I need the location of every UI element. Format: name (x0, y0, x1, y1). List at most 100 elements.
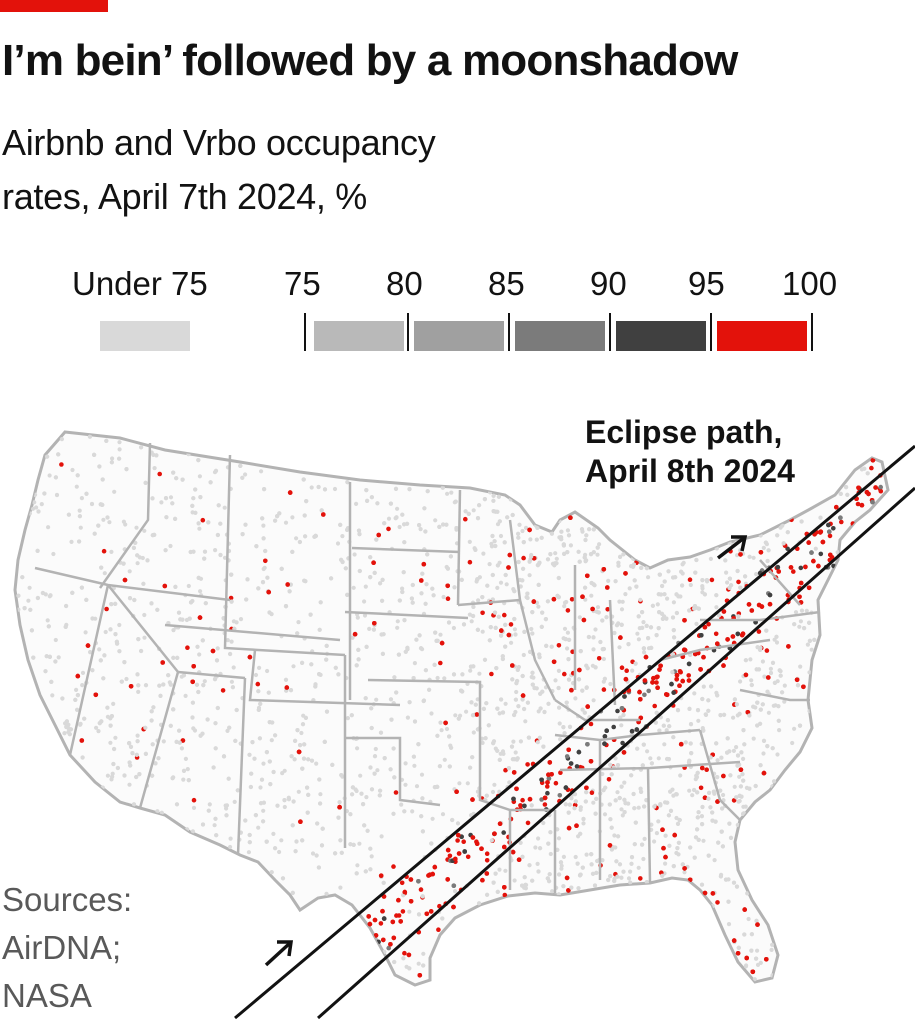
listing-dot (518, 803, 523, 808)
listing-dot (636, 805, 641, 810)
listing-dot (418, 527, 423, 532)
listing-dot (658, 663, 663, 669)
listing-dot (104, 438, 109, 443)
listing-dot (828, 552, 833, 558)
listing-dot (425, 552, 430, 557)
listing-dot (738, 679, 743, 684)
listing-dot (105, 773, 110, 778)
listing-dot (520, 693, 526, 698)
listing-dot (702, 592, 708, 597)
listing-dot (676, 840, 682, 845)
listing-dot (489, 838, 494, 843)
listing-dot (768, 666, 774, 671)
listing-dot (511, 796, 516, 802)
listing-dot (292, 757, 297, 762)
listing-dot (107, 520, 112, 525)
listing-dot (864, 489, 870, 495)
listing-dot (185, 645, 190, 650)
listing-dot (104, 606, 109, 612)
listing-dot (191, 797, 197, 803)
listing-dot (318, 801, 323, 806)
listing-dot (497, 789, 502, 794)
listing-dot (551, 659, 557, 665)
listing-dot (117, 440, 122, 445)
listing-dot (531, 599, 537, 604)
listing-dot (622, 780, 627, 785)
listing-dot (513, 632, 518, 637)
listing-dot (580, 688, 585, 693)
listing-dot (548, 830, 553, 835)
listing-dot (732, 784, 737, 789)
listing-dot (181, 768, 187, 774)
listing-dot (680, 562, 685, 567)
listing-dot (545, 557, 551, 562)
listing-dot (294, 536, 299, 541)
listing-dot (583, 537, 588, 543)
listing-dot (606, 877, 611, 883)
listing-dot (376, 532, 382, 538)
listing-dot (461, 839, 467, 844)
listing-dot (513, 697, 519, 702)
listing-dot (273, 846, 278, 851)
listing-dot (97, 647, 102, 652)
listing-dot (396, 652, 401, 657)
listing-dot (421, 561, 427, 567)
listing-dot (512, 616, 517, 622)
listing-dot (816, 563, 821, 569)
listing-dot (719, 755, 724, 760)
listing-dot (537, 652, 542, 657)
listing-dot (151, 705, 156, 710)
listing-dot (267, 720, 272, 725)
listing-dot (451, 904, 456, 910)
listing-dot (545, 790, 550, 796)
listing-dot (96, 729, 101, 734)
listing-dot (92, 531, 97, 536)
listing-dot (170, 501, 175, 506)
listing-dot (394, 515, 399, 520)
listing-dot (44, 654, 49, 659)
listing-dot (468, 765, 473, 770)
listing-dot (567, 802, 572, 807)
listing-dot (715, 641, 720, 646)
listing-dot (489, 544, 495, 549)
listing-dot (558, 770, 563, 775)
listing-dot (481, 706, 486, 712)
listing-dot (388, 501, 393, 506)
listing-dot (183, 756, 188, 762)
listing-dot (734, 795, 739, 800)
listing-dot (781, 541, 786, 546)
listing-dot (64, 603, 69, 609)
listing-dot (456, 832, 461, 838)
listing-dot (654, 633, 659, 638)
listing-dot (308, 612, 313, 617)
listing-dot (503, 868, 508, 873)
listing-dot (339, 773, 344, 778)
listing-dot (741, 811, 746, 817)
listing-dot (660, 583, 665, 589)
listing-dot (680, 862, 685, 867)
listing-dot (511, 739, 516, 744)
listing-dot (253, 813, 258, 818)
listing-dot (265, 575, 270, 580)
listing-dot (417, 633, 422, 638)
listing-dot (496, 494, 501, 499)
listing-dot (400, 589, 405, 595)
listing-dot (459, 688, 464, 693)
listing-dot (295, 631, 300, 636)
listing-dot (755, 948, 760, 953)
listing-dot (671, 735, 676, 740)
listing-dot (202, 679, 207, 684)
chart-subtitle: Airbnb and Vrbo occupancy rates, April 7… (2, 116, 562, 224)
listing-dot (313, 682, 318, 687)
listing-dot (447, 734, 452, 739)
listing-dot (200, 517, 206, 523)
listing-dot (418, 646, 424, 651)
listing-dot (615, 708, 620, 714)
listing-dot (703, 712, 709, 718)
listing-dot (806, 540, 811, 545)
listing-dot (416, 912, 422, 917)
listing-dot (585, 742, 590, 747)
listing-dot (259, 777, 265, 782)
listing-dot (797, 624, 802, 629)
listing-dot (556, 685, 561, 691)
